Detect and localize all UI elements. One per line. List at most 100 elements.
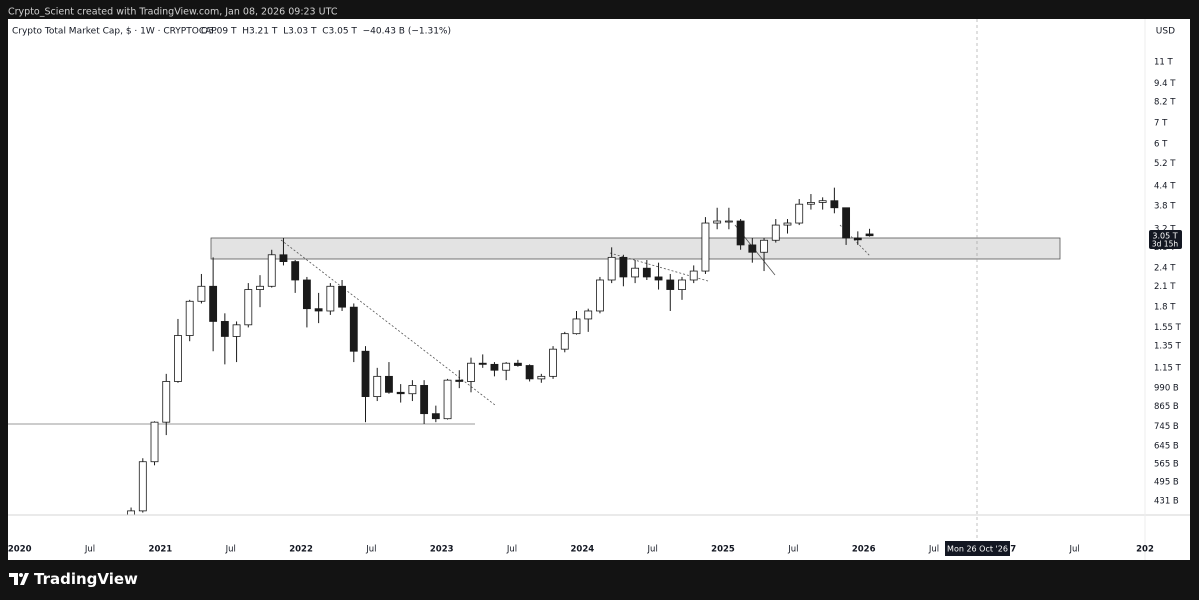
candle-body	[689, 270, 698, 281]
candle-body	[408, 385, 417, 395]
x-tick-label: 2021	[149, 545, 173, 555]
x-tick-label: Jul	[225, 545, 236, 555]
y-tick-label: 9.4 T	[1154, 79, 1176, 89]
y-tick-label: 1.15 T	[1154, 363, 1182, 373]
candle-body	[256, 285, 264, 290]
y-tick-label: 1.8 T	[1154, 303, 1176, 313]
logo-dot	[19, 573, 23, 577]
y-tick-label: 565 B	[1154, 460, 1179, 470]
candle-body	[267, 254, 276, 287]
candle-body	[185, 300, 194, 336]
candle-body	[724, 220, 733, 223]
price-axis: 11 T 9.4 T 8.2 T 7 T 6 T 5.2 T 4.4 T 3.8 T 3.2 T…	[1154, 58, 1182, 507]
candle-body	[244, 289, 253, 326]
brand: TradingView	[34, 570, 138, 588]
crosshair-label: Mon 26 Oct '26	[947, 545, 1008, 554]
y-tick-label: 6 T	[1154, 140, 1168, 150]
y-tick-label: 3.2 T	[1154, 225, 1176, 235]
y-tick-label: 5.2 T	[1154, 159, 1176, 169]
candle-body	[560, 333, 569, 350]
candle-body	[736, 220, 745, 246]
x-tick-label: Jul	[1069, 545, 1080, 555]
logo-icon	[9, 573, 29, 585]
y-tick-label: 8.2 T	[1154, 97, 1176, 107]
crosshair-label-box	[945, 541, 1010, 556]
y-tick-label: 4.4 T	[1154, 182, 1176, 192]
y-tick-label: 431 B	[1154, 496, 1179, 506]
watermark: Crypto_Scient created with TradingView.c…	[8, 7, 338, 18]
x-tick-label: Jul	[365, 545, 376, 555]
candle-body	[596, 279, 604, 312]
countdown: 3d 15h	[1152, 240, 1178, 249]
candle-body	[431, 413, 440, 420]
candle-body	[830, 200, 839, 209]
candle-body	[279, 254, 288, 262]
candle-body	[197, 285, 206, 302]
candle-body	[455, 379, 464, 382]
candle-body	[361, 350, 370, 398]
candle-body	[760, 239, 768, 253]
candle-body	[209, 285, 218, 322]
x-tick-label: 2026	[852, 545, 876, 555]
candle-body	[525, 365, 534, 380]
candle-body	[174, 335, 182, 382]
candle-body	[314, 308, 323, 312]
y-tick-label: 865 B	[1154, 402, 1179, 412]
last-price-label: 3.05 T	[1152, 232, 1177, 241]
candle-body	[572, 318, 581, 335]
candle-body	[138, 461, 147, 512]
ohlc-legend: O3.09 T H3.21 T L3.03 T C3.05 T −40.43 B…	[201, 27, 451, 37]
candle-body	[807, 202, 815, 205]
candle-body	[678, 279, 686, 290]
candle-body	[701, 222, 710, 272]
candle-body	[818, 200, 827, 203]
trendline	[839, 224, 871, 257]
overlays: 3.05 T 3d 15h Mon 26 Oct '26	[945, 230, 1182, 556]
candle-body	[349, 306, 358, 352]
candle-body	[338, 285, 346, 308]
candle-body	[631, 267, 640, 278]
y-tick-label: 3.8 T	[1154, 201, 1176, 211]
candle-body	[783, 222, 792, 226]
candle-body	[385, 375, 393, 393]
candle-body	[642, 267, 651, 278]
zone	[210, 237, 1061, 260]
candle-body	[490, 363, 499, 371]
y-tick-label: 645 B	[1154, 442, 1179, 452]
y-tick-label: 7 T	[1154, 119, 1168, 129]
candle-body	[853, 237, 862, 241]
candle-body	[607, 256, 616, 281]
x-tick-label: 2023	[430, 545, 454, 555]
y-tick-label: 2.4 T	[1154, 264, 1176, 274]
candle-body	[654, 276, 663, 281]
candle-body	[443, 379, 452, 420]
price-label-box	[1149, 230, 1182, 249]
candle-body	[291, 261, 300, 281]
candle-body	[467, 362, 475, 382]
y-tick-label: 1.55 T	[1154, 323, 1182, 333]
x-tick-label: 2020	[8, 545, 32, 555]
candle-body	[666, 279, 675, 290]
candle-body	[549, 348, 557, 377]
y-tick-label: 495 B	[1154, 478, 1179, 488]
candle-body	[748, 244, 757, 253]
candle-body	[396, 391, 405, 395]
y-tick-label: 990 B	[1154, 384, 1179, 394]
candle-body	[771, 224, 780, 241]
x-tick-label: 2022	[289, 545, 313, 555]
candle-body	[513, 362, 522, 366]
y-tick-label: 2.1 T	[1154, 282, 1176, 292]
candle-body	[326, 285, 335, 312]
candle-body	[420, 385, 429, 415]
candle-body	[502, 362, 511, 371]
candle-body	[150, 421, 159, 463]
candle-body	[842, 207, 851, 239]
x-tick-label: 2024	[571, 545, 595, 555]
x-tick-label: 202	[1136, 545, 1154, 555]
x-tick-label: Jul	[506, 545, 517, 555]
chart-title: Crypto Total Market Cap, $ · 1W · CRYPTO…	[12, 27, 217, 37]
y-tick-label: 11 T	[1154, 58, 1174, 68]
plot-area	[8, 187, 1061, 515]
y-tick-label: 745 B	[1154, 422, 1179, 432]
